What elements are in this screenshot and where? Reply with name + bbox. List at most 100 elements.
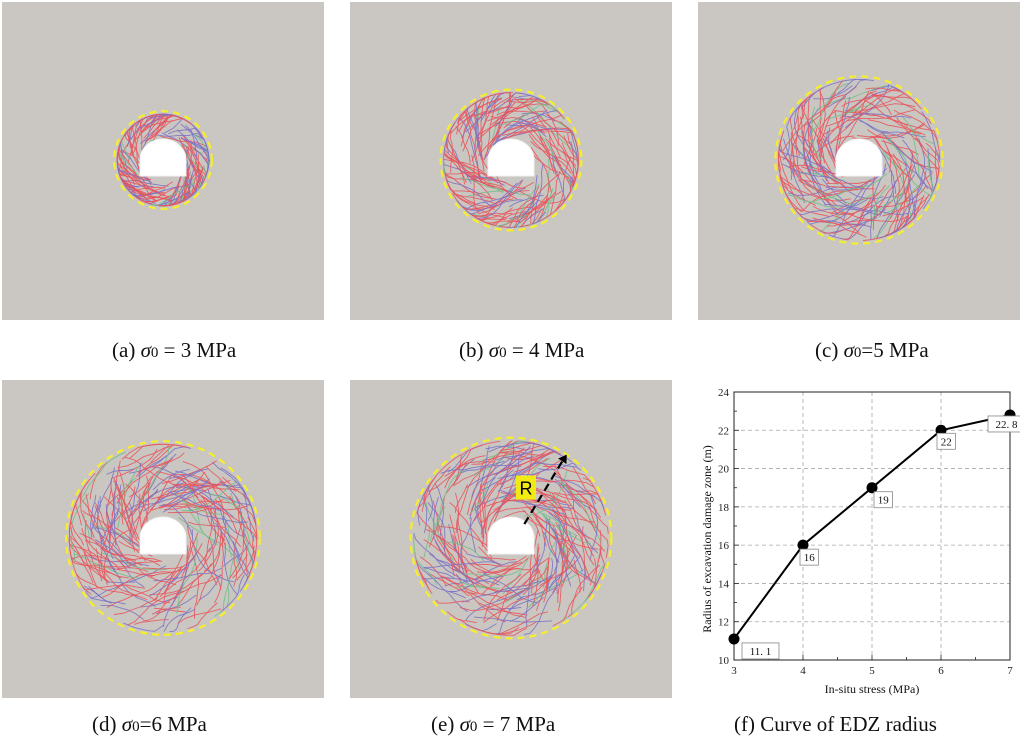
crack: [440, 575, 470, 597]
crack: [449, 502, 492, 558]
caption-d: (d) σ0=6 MPa: [92, 712, 207, 737]
edz-boundary: [439, 88, 583, 232]
crack: [121, 443, 187, 460]
crack: [801, 79, 857, 109]
crack: [807, 122, 825, 164]
crack: [560, 506, 606, 552]
crack: [811, 107, 823, 162]
crack: [484, 501, 498, 534]
crack: [470, 482, 489, 514]
crack: [476, 179, 524, 219]
crack: [146, 114, 175, 141]
crack: [498, 109, 548, 141]
crack: [474, 502, 485, 539]
crack: [536, 489, 564, 512]
caption-a-subscript: 0: [150, 345, 159, 361]
crack: [455, 585, 500, 589]
crack: [189, 166, 204, 198]
crack: [841, 88, 902, 107]
edz-boundary: [113, 110, 213, 210]
crack: [457, 182, 518, 211]
crack: [161, 132, 198, 159]
caption-e-subscript: 0: [469, 719, 478, 735]
caption-b-prefix: (b): [459, 338, 484, 362]
y-tick-label: 12: [718, 617, 729, 629]
caption-f: (f) Curve of EDZ radius: [734, 712, 937, 736]
crack: [163, 608, 196, 632]
crack: [530, 486, 598, 511]
crack: [554, 536, 558, 595]
crack: [587, 558, 597, 598]
crack: [901, 116, 936, 145]
chart-labels: 11. 1 16 19 22 22. 8: [741, 415, 1024, 660]
crack: [788, 186, 859, 196]
crack: [552, 474, 604, 508]
crack: [778, 155, 805, 197]
crack: [552, 534, 577, 593]
x-tick-label: 3: [731, 665, 737, 677]
crack: [496, 457, 549, 485]
crack: [842, 115, 905, 139]
crack: [437, 525, 491, 550]
crack: [830, 194, 879, 215]
crack: [482, 445, 531, 486]
crack: [817, 139, 836, 179]
crack: [879, 179, 898, 217]
crack: [825, 179, 871, 195]
y-tick-label: 20: [718, 464, 730, 476]
crack: [221, 574, 245, 612]
crack: [440, 539, 469, 572]
crack: [237, 505, 248, 576]
crack: [219, 480, 245, 538]
crack: [508, 570, 572, 611]
crack: [809, 149, 827, 206]
crack: [113, 480, 141, 542]
crack: [497, 444, 515, 493]
crack: [779, 130, 803, 184]
caption-c-value: =5 MPa: [861, 338, 929, 362]
crack-network: [413, 440, 609, 636]
crack: [925, 142, 941, 163]
crack: [496, 570, 541, 601]
crack: [837, 90, 870, 150]
crack: [834, 109, 841, 157]
crack: [413, 533, 438, 586]
crack: [597, 530, 602, 563]
crack: [90, 494, 97, 539]
crack: [482, 571, 538, 604]
crack: [200, 499, 242, 548]
crack: [199, 491, 234, 518]
crack: [433, 537, 455, 565]
crack: [127, 590, 185, 626]
crack: [69, 505, 93, 569]
crack: [186, 169, 195, 200]
edz-radius-chart: 10 12 14 16 18 20 22 24 3 4 5 6 7 11. 1 16 19 22 22. 8 I…: [690, 384, 1024, 709]
crack: [450, 104, 512, 134]
crack: [871, 192, 905, 220]
crack: [479, 484, 483, 538]
crack: [581, 526, 587, 578]
crack: [927, 153, 934, 201]
crack: [525, 565, 549, 587]
crack: [182, 148, 208, 180]
crack: [105, 504, 117, 546]
crack: [70, 557, 122, 579]
crack: [594, 548, 606, 588]
crack: [173, 475, 207, 492]
crack: [517, 122, 572, 174]
crack: [177, 608, 222, 624]
crack: [588, 505, 609, 558]
crack: [158, 574, 223, 613]
crack: [502, 498, 571, 511]
crack: [552, 586, 583, 627]
caption-e: (e) σ0 = 7 MPa: [431, 712, 555, 737]
crack: [185, 146, 203, 184]
crack: [512, 96, 571, 145]
crack: [121, 180, 169, 187]
crack: [138, 446, 192, 477]
crack: [873, 137, 908, 167]
crack: [465, 173, 508, 192]
crack: [481, 565, 516, 595]
crack: [119, 174, 146, 196]
y-tick-label: 16: [718, 540, 730, 552]
